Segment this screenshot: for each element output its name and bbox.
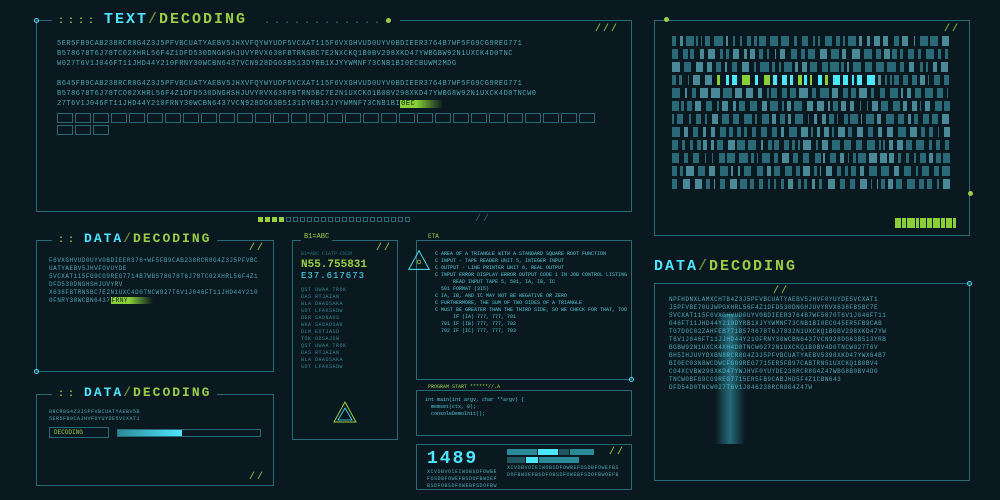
data-decoding-panel-2: ::DATA/DECODING 8RCR8G4Z3JSPFVBCUATYAEBV…	[36, 394, 274, 486]
triangle-bottom-icon	[293, 398, 397, 433]
coord-lat: N55.755831	[301, 259, 389, 271]
title-word-data: DATA	[654, 258, 698, 275]
panel-title: ::DATA/DECODING	[52, 231, 217, 246]
main-code-block: 5ER5FB9CAB238RCR8G4Z3J5PFVBCUATYAEBV5JHX…	[37, 21, 631, 113]
progress-fill	[118, 430, 182, 436]
title-slash: /	[123, 385, 133, 400]
accent-slashes-icon: //	[475, 214, 491, 225]
accent-slashes-icon: //	[249, 243, 265, 254]
barcode-green-strip	[895, 218, 956, 228]
bar-indicator-2	[507, 457, 621, 463]
title-word-data: DATA	[84, 231, 123, 246]
accent-slashes-icon: ///	[595, 24, 619, 35]
corner-node-icon	[34, 369, 39, 374]
title-dots-decoration: ::	[58, 235, 78, 246]
fortran-code-block: C AREA OF A TRIANGLE WITH A STANDARD SQU…	[417, 241, 631, 339]
bar-indicator-1	[507, 449, 621, 455]
micro-box-strip	[217, 217, 451, 223]
corner-node-icon	[34, 18, 39, 23]
numeric-readout-panel: 1489 XCVDBVOIEIWOBSDFOWBEFOSDBFOWEFBSDOF…	[416, 444, 632, 490]
title-word-decoding: DECODING	[133, 231, 211, 246]
title-word-decoding: DECODING	[709, 258, 797, 275]
title-slash: /	[123, 231, 133, 246]
main-text-decoding-panel: ::::TEXT/DECODING ............. 5ER5FB9C…	[36, 20, 632, 212]
corner-node-icon	[664, 17, 669, 22]
program-code-block: int main(int argv, char **argv) { memset…	[417, 391, 631, 424]
progress-label: DECODING	[49, 427, 109, 438]
title-dots-decoration: ::::	[58, 16, 98, 27]
cipher-header: B1=ABC	[301, 233, 332, 241]
panel-title: ::DATA/DECODING	[52, 385, 217, 400]
corner-node-icon	[967, 281, 972, 286]
title-dots-decoration: .............	[264, 16, 394, 27]
main-box-row	[37, 113, 631, 141]
corner-node-icon	[386, 18, 391, 23]
accent-slashes-icon: //	[376, 243, 392, 254]
title-word-data: DATA	[84, 385, 123, 400]
program-header: PROGRAM START ******//.A	[425, 384, 503, 390]
corner-node-icon	[629, 377, 634, 382]
accent-slashes-icon: //	[773, 286, 789, 297]
data1-code-block: F6VXGHVUD0UYV0BDIEER376+WF5FB9CAB238RCR8…	[37, 241, 273, 311]
numeric-value: 1489	[427, 449, 497, 469]
title-word-decoding: DECODING	[133, 385, 211, 400]
program-start-panel: PROGRAM START ******//.A int main(int ar…	[416, 390, 632, 436]
cipher-lines: QST UWAA TROKDAS RTJAIANWLA DHADSAKAGOT …	[293, 283, 397, 375]
fortran-code-panel: ETA C AREA OF A TRIANGLE WITH A STANDARD…	[416, 240, 632, 380]
barcode-panel: //	[654, 20, 970, 236]
accent-slashes-icon: //	[944, 24, 960, 35]
progress-row: DECODING	[37, 425, 273, 440]
accent-slashes-icon: //	[249, 472, 265, 483]
main-panel-title: ::::TEXT/DECODING .............	[52, 11, 400, 28]
coord-lon: E37.617673	[301, 271, 389, 281]
triangle-side-icon	[405, 247, 433, 280]
panel-title: DATA/DECODING	[654, 258, 970, 275]
fortran-header: ETA	[425, 233, 442, 240]
title-slash: /	[148, 11, 159, 28]
data3-code-block: NPFHDNXLAMXCHTB4Z3J5PFVBCUATYAEBV5JHVF0Y…	[655, 284, 969, 404]
title-slash: /	[698, 258, 709, 275]
title-dots-decoration: ::	[58, 389, 78, 400]
numeric-filler-2: XCVDBVOIEIWOBSDFOWBEFOSDBFOWEFBSDOFBWOEF…	[507, 465, 621, 479]
cipher-panel: B1=ABC B1=ABC CIATP-CNSM N55.755831 E37.…	[292, 240, 398, 440]
numeric-filler: XCVDBVOIEIWOBSDFOWBEFOSDBFOWEFBSDOFBWOEF…	[427, 469, 497, 487]
data-decoding-panel-1: ::DATA/DECODING F6VXGHVUD0UYV0BDIEER376+…	[36, 240, 274, 372]
corner-node-icon	[968, 191, 973, 196]
accent-slashes-icon: //	[609, 447, 625, 458]
title-word-text: TEXT	[104, 11, 148, 28]
data-decoding-panel-3: DATA/DECODING NPFHDNXLAMXCHTB4Z3J5PFVBCU…	[654, 258, 970, 486]
scan-glow-overlay	[715, 314, 745, 444]
progress-bar[interactable]	[117, 429, 261, 437]
title-word-decoding: DECODING	[159, 11, 247, 28]
